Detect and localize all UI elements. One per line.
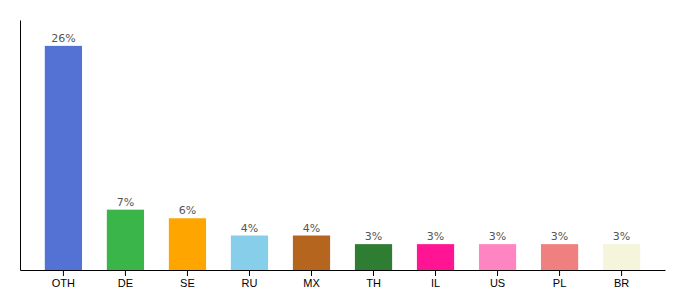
x-tick: TH	[366, 270, 381, 289]
bar	[541, 244, 578, 270]
x-tick: IL	[431, 270, 440, 289]
bar	[107, 210, 144, 270]
x-tick-mark	[311, 270, 312, 276]
bar	[417, 244, 454, 270]
y-axis-line	[20, 21, 21, 271]
x-tick: SE	[180, 270, 195, 289]
y-axis	[20, 21, 21, 271]
bar	[355, 244, 392, 270]
x-tick: DE	[118, 270, 133, 289]
x-tick-mark	[249, 270, 250, 276]
data-label: 4%	[241, 222, 258, 235]
x-tick-label: MX	[303, 277, 320, 289]
x-tick-label: PL	[553, 277, 566, 289]
x-tick-label: BR	[614, 277, 629, 289]
plot: OTH DE SE RU MX TH IL US PL BR 26% 7% 6% 4% 4% 3% 3% 3% 3%…	[21, 21, 666, 289]
x-tick-mark	[373, 270, 374, 276]
x-tick: US	[490, 270, 505, 289]
data-label: 3%	[551, 230, 568, 243]
data-label: 3%	[489, 230, 506, 243]
bar	[169, 218, 206, 270]
bar	[45, 46, 82, 270]
x-tick-mark	[63, 270, 64, 276]
x-tick-label: TH	[366, 277, 381, 289]
x-tick: OTH	[52, 270, 75, 289]
data-label: 3%	[365, 230, 382, 243]
x-tick-label: OTH	[52, 277, 75, 289]
x-tick-mark	[187, 270, 188, 276]
data-label: 3%	[427, 230, 444, 243]
bar	[293, 236, 330, 270]
bar	[231, 236, 268, 270]
x-tick: MX	[303, 270, 320, 289]
data-labels: 26% 7% 6% 4% 4% 3% 3% 3% 3% 3%	[51, 32, 630, 243]
chart: OTH DE SE RU MX TH IL US PL BR 26% 7% 6% 4% 4% 3% 3% 3% 3%…	[0, 0, 680, 300]
x-tick: PL	[553, 270, 566, 289]
bar	[479, 244, 516, 270]
x-axis-line	[21, 270, 666, 271]
x-axis: OTH DE SE RU MX TH IL US PL BR	[21, 270, 666, 289]
x-tick-label: SE	[180, 277, 195, 289]
x-tick-mark	[497, 270, 498, 276]
data-label: 7%	[117, 196, 134, 209]
x-tick-label: DE	[118, 277, 133, 289]
x-tick-label: RU	[242, 277, 258, 289]
data-label: 4%	[303, 222, 320, 235]
x-tick-label: US	[490, 277, 505, 289]
bars	[45, 46, 640, 270]
x-tick-mark	[559, 270, 560, 276]
data-label: 6%	[179, 204, 196, 217]
x-tick-mark	[435, 270, 436, 276]
x-tick-mark	[125, 270, 126, 276]
x-tick-label: IL	[431, 277, 440, 289]
data-label: 26%	[51, 32, 75, 45]
x-tick: BR	[614, 270, 629, 289]
x-tick-mark	[621, 270, 622, 276]
x-tick: RU	[242, 270, 258, 289]
bar	[603, 244, 640, 270]
data-label: 3%	[613, 230, 630, 243]
